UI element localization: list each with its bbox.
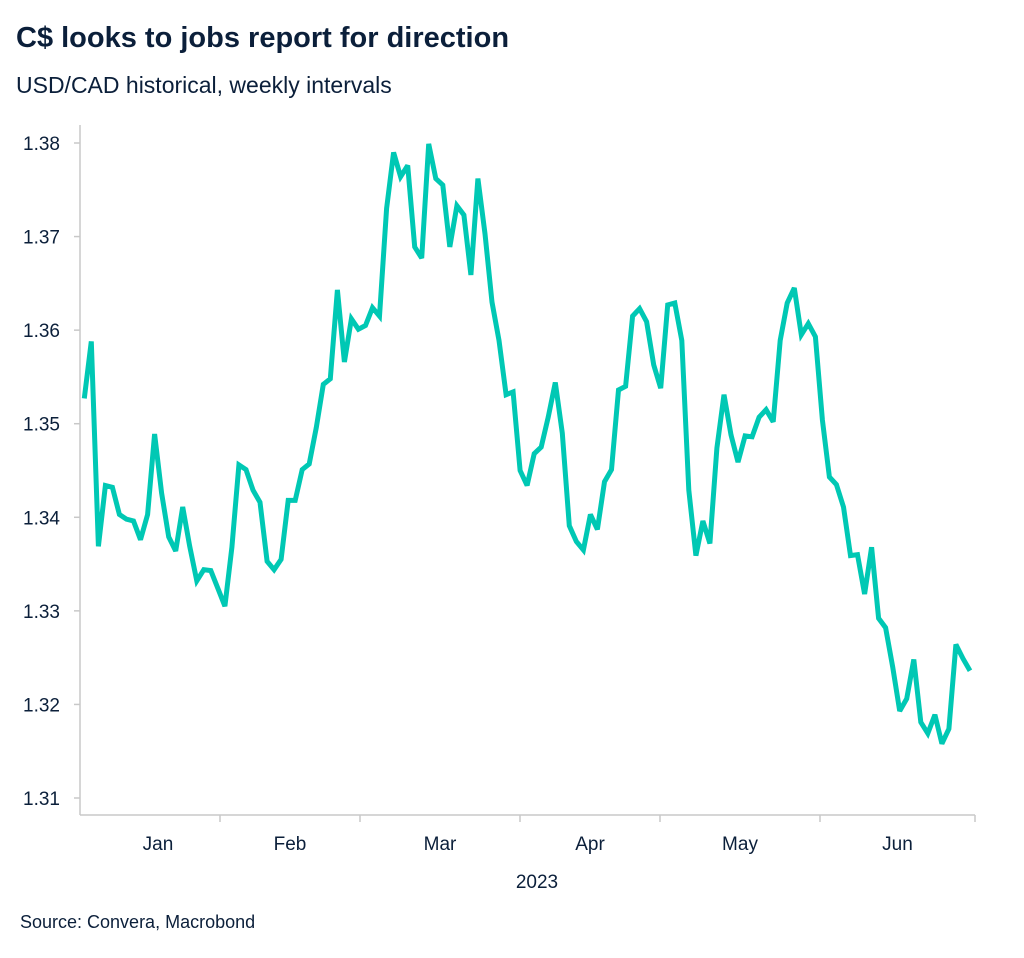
chart-subtitle: USD/CAD historical, weekly intervals	[16, 72, 392, 98]
series-line	[81, 143, 973, 745]
y-tick-label: 1.35	[23, 415, 60, 436]
y-tick-label: 1.38	[23, 134, 60, 155]
y-axis-ticks: 1.31 1.32 1.33 1.34 1.35 1.36 1.37 1.38	[23, 134, 80, 810]
y-tick-label: 1.36	[23, 321, 60, 342]
x-tick-label: Mar	[424, 834, 457, 855]
x-tick-label: Apr	[575, 834, 605, 855]
chart-title: C$ looks to jobs report for direction	[16, 22, 510, 54]
x-tick-label: May	[722, 834, 758, 855]
x-tick-label: Feb	[274, 834, 307, 855]
x-tick-label: Jun	[882, 834, 913, 855]
source-note: Source: Convera, Macrobond	[20, 912, 256, 932]
y-tick-label: 1.33	[23, 602, 60, 623]
y-tick-label: 1.37	[23, 228, 60, 249]
x-axis-ticks: Jan Feb Mar Apr May Jun	[143, 815, 976, 855]
x-tick-label: Jan	[143, 834, 174, 855]
y-tick-label: 1.31	[23, 789, 60, 810]
y-tick-label: 1.34	[23, 508, 60, 529]
axes	[79, 125, 975, 816]
x-axis-label: 2023	[516, 872, 558, 893]
y-tick-label: 1.32	[23, 695, 60, 716]
series-lines	[81, 143, 973, 745]
